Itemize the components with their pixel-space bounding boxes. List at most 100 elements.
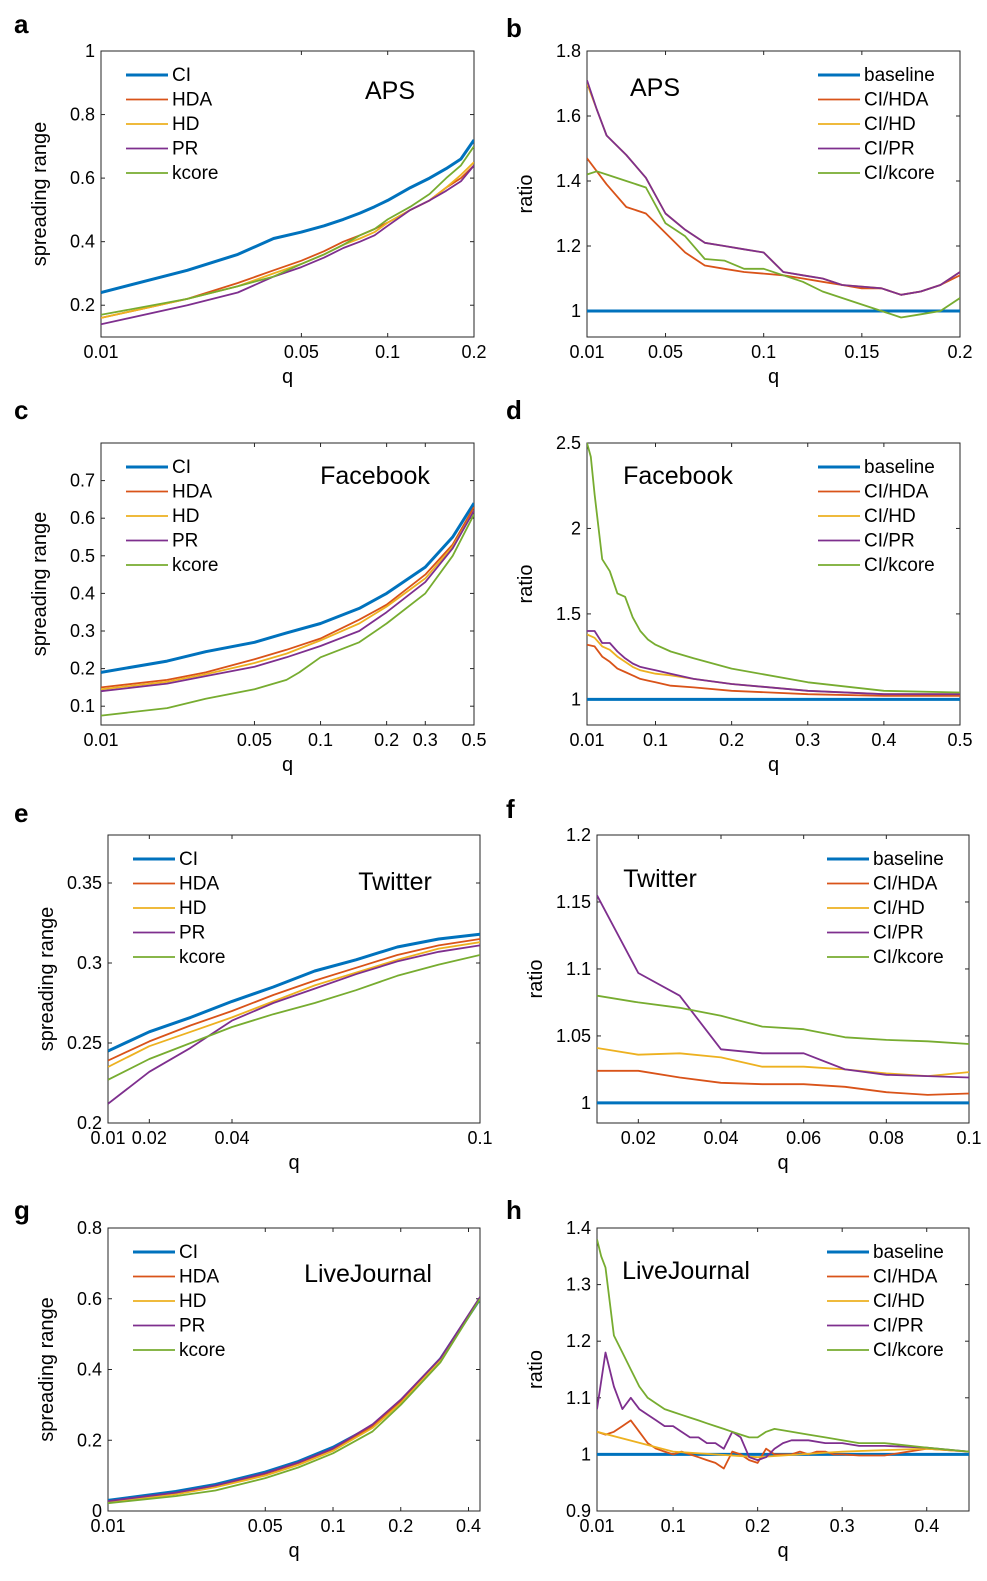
x-tick-label: 0.1 bbox=[643, 730, 668, 750]
x-tick-label: 0.1 bbox=[321, 1516, 346, 1536]
legend-label: HD bbox=[172, 506, 199, 527]
legend-label: CI/kcore bbox=[873, 947, 944, 968]
y-axis-label: spreading range bbox=[36, 907, 58, 1052]
y-tick-label: 0.4 bbox=[70, 583, 95, 603]
y-tick-label: 0.6 bbox=[70, 508, 95, 528]
y-tick-label: 1 bbox=[571, 301, 581, 321]
x-tick-label: 0.05 bbox=[284, 342, 319, 362]
y-tick-label: 0.25 bbox=[67, 1033, 102, 1053]
panel-b: 0.01 0.05 0.1 0.15 0.2 1 1.2 1.4 1.6 1.8 q ratio b AP… bbox=[506, 13, 973, 388]
x-tick-label: 0.06 bbox=[786, 1128, 821, 1148]
dataset-label: APS bbox=[365, 77, 415, 105]
panel-letter: h bbox=[506, 1195, 522, 1225]
x-tick-label: 0.05 bbox=[648, 342, 683, 362]
axes-frame bbox=[586, 442, 961, 726]
y-tick-label: 1.1 bbox=[566, 959, 591, 979]
y-tick-label: 0.35 bbox=[67, 873, 102, 893]
panel-h: 0.01 0.1 0.2 0.3 0.4 0.9 1 1.1 1.2 1.3 1.4 q ratio h L… bbox=[506, 1195, 970, 1562]
y-tick-label: 0.8 bbox=[70, 105, 95, 125]
legend-label: CI/HDA bbox=[873, 874, 938, 895]
x-tick-label: 0.4 bbox=[456, 1516, 481, 1536]
legend-label: PR bbox=[172, 531, 198, 552]
series-line-ci-kcore bbox=[597, 994, 969, 1045]
panel-letter: e bbox=[14, 798, 28, 828]
series-line-kcore bbox=[108, 954, 480, 1081]
axes-frame bbox=[596, 834, 970, 1124]
series-group bbox=[101, 139, 474, 326]
x-tick-label: 0.02 bbox=[132, 1128, 167, 1148]
legend-label: HD bbox=[179, 1291, 206, 1312]
y-tick-label: 0.3 bbox=[70, 621, 95, 641]
y-tick-label: 0.6 bbox=[70, 168, 95, 188]
x-tick-label: 0.04 bbox=[214, 1128, 249, 1148]
y-tick-label: 1 bbox=[85, 41, 95, 61]
dataset-label: Twitter bbox=[623, 865, 697, 893]
series-line-ci-kcore bbox=[587, 170, 960, 319]
legend-label: baseline bbox=[873, 1242, 944, 1263]
panel-letter: b bbox=[506, 13, 522, 43]
series-line-pr bbox=[108, 944, 480, 1105]
legend-label: CI/PR bbox=[864, 139, 915, 160]
legend-label: baseline bbox=[873, 849, 944, 870]
legend-label: kcore bbox=[172, 163, 218, 184]
series-line-hd bbox=[108, 941, 480, 1068]
x-tick-label: 0.2 bbox=[374, 730, 399, 750]
x-tick-label: 0.05 bbox=[237, 730, 272, 750]
dataset-label: Facebook bbox=[623, 462, 733, 490]
x-tick-label: 0.1 bbox=[467, 1128, 492, 1148]
legend-label: CI/PR bbox=[864, 531, 915, 552]
legend-label: CI/PR bbox=[873, 1316, 924, 1337]
x-tick-label: 0.3 bbox=[795, 730, 820, 750]
series-line-hda bbox=[101, 506, 474, 689]
panel-f: 0.02 0.04 0.06 0.08 0.1 1 1.05 1.1 1.15 1.2 q ratio… bbox=[506, 794, 982, 1174]
y-tick-label: 0.3 bbox=[77, 953, 102, 973]
x-tick-label: 0.01 bbox=[90, 1516, 125, 1536]
series-line-ci-hda bbox=[587, 643, 960, 697]
axes-frame bbox=[596, 1227, 970, 1512]
x-tick-label: 0.01 bbox=[569, 730, 604, 750]
legend-label: HDA bbox=[179, 1267, 219, 1288]
x-tick-label: 0.4 bbox=[914, 1516, 939, 1536]
series-line-ci-hd bbox=[597, 1430, 969, 1459]
y-axis-label: ratio bbox=[525, 960, 547, 999]
x-axis-label: q bbox=[282, 366, 293, 388]
legend-label: CI bbox=[172, 65, 191, 86]
y-tick-label: 0.9 bbox=[566, 1501, 591, 1521]
x-tick-label: 0.2 bbox=[461, 342, 486, 362]
legend-label: CI/kcore bbox=[873, 1340, 944, 1361]
y-tick-label: 1.8 bbox=[556, 41, 581, 61]
series-line-ci-hda bbox=[597, 1069, 969, 1096]
series-group bbox=[587, 442, 960, 701]
series-group bbox=[597, 894, 969, 1105]
x-tick-label: 0.2 bbox=[388, 1516, 413, 1536]
x-axis-label: q bbox=[288, 1540, 299, 1562]
dataset-label: Twitter bbox=[358, 868, 432, 896]
x-tick-label: 0.01 bbox=[569, 342, 604, 362]
y-axis-label: ratio bbox=[515, 565, 537, 604]
x-tick-label: 0.2 bbox=[745, 1516, 770, 1536]
series-line-pr bbox=[101, 510, 474, 693]
legend-label: baseline bbox=[864, 457, 935, 478]
series-line-kcore bbox=[101, 145, 474, 316]
x-tick-label: 0.04 bbox=[703, 1128, 738, 1148]
dataset-label: Facebook bbox=[320, 462, 430, 490]
y-tick-label: 1.6 bbox=[556, 106, 581, 126]
x-tick-label: 0.05 bbox=[248, 1516, 283, 1536]
legend-label: CI/HDA bbox=[864, 482, 929, 503]
y-axis-label: spreading range bbox=[36, 1297, 58, 1442]
legend-label: kcore bbox=[172, 555, 218, 576]
series-line-ci-kcore bbox=[597, 1239, 969, 1453]
y-tick-label: 1.2 bbox=[566, 825, 591, 845]
y-tick-label: 0.2 bbox=[77, 1430, 102, 1450]
legend: CI HDA HD PR kcore bbox=[126, 457, 218, 576]
y-tick-label: 1 bbox=[581, 1444, 591, 1464]
y-tick-label: 1.2 bbox=[556, 236, 581, 256]
x-tick-label: 0.01 bbox=[83, 342, 118, 362]
series-line-kcore bbox=[108, 1298, 480, 1505]
y-tick-label: 2 bbox=[571, 518, 581, 538]
dataset-label: LiveJournal bbox=[304, 1260, 432, 1288]
legend-label: CI/HDA bbox=[873, 1267, 938, 1288]
legend-label: kcore bbox=[179, 947, 225, 968]
legend-label: CI/kcore bbox=[864, 163, 935, 184]
